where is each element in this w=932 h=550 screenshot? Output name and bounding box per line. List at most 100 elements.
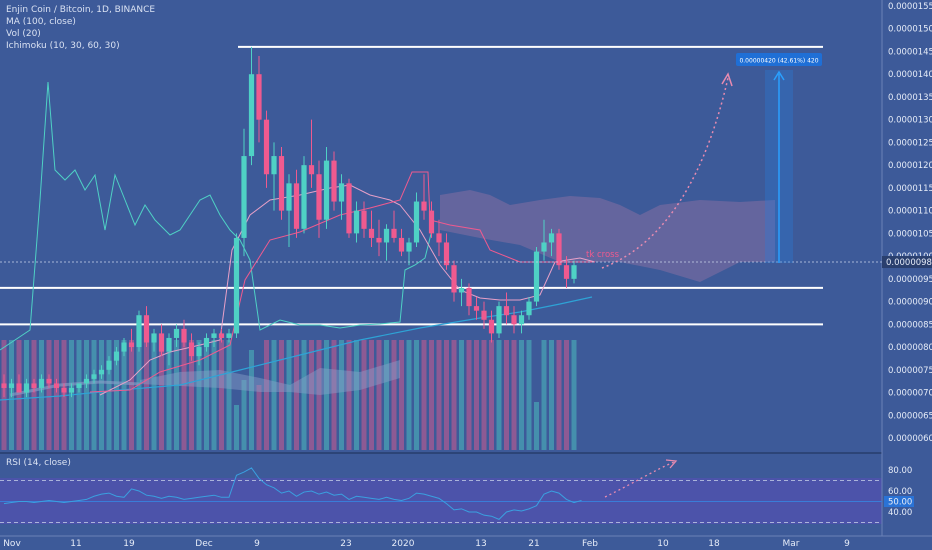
candle-body: [158, 333, 165, 352]
candle-body: [488, 319, 495, 334]
candle-body: [211, 333, 217, 338]
volume-bar: [526, 340, 532, 450]
volume-bar: [204, 340, 209, 450]
candle-body: [526, 301, 532, 316]
volume-bar: [519, 340, 524, 450]
price-pane: [0, 0, 882, 452]
candle-body: [473, 306, 480, 311]
measure-arrow: [773, 70, 785, 81]
volume-bar: [556, 340, 562, 450]
projection-path: [601, 77, 729, 269]
time-tick-label: Dec: [195, 539, 212, 549]
volume-bar: [316, 340, 322, 450]
measure-label-bg: [736, 53, 822, 66]
candle-body: [113, 351, 120, 361]
candle-body: [38, 378, 45, 388]
candle-body: [556, 233, 562, 266]
volume-bar: [211, 340, 217, 450]
candle-body: [218, 333, 225, 338]
candle-body: [248, 74, 255, 157]
volume-bar: [376, 340, 382, 450]
volume-bar: [136, 340, 142, 450]
rsi-projection-arrow: [665, 459, 678, 469]
candle-body: [376, 237, 382, 243]
volume-bars: [1, 340, 577, 450]
volume-bar: [391, 340, 397, 450]
volume-bar: [39, 340, 44, 450]
candle-body: [541, 242, 547, 252]
candle-body: [323, 160, 330, 220]
candle-body: [406, 242, 412, 252]
volume-bar: [159, 340, 164, 450]
volume-bar: [414, 340, 419, 450]
candle-body: [53, 383, 60, 388]
volume-bar: [444, 340, 449, 450]
volume-bar: [271, 340, 277, 450]
candle-body: [136, 315, 142, 348]
volume-bar: [129, 340, 134, 450]
tk-cross-label: tk cross: [586, 250, 620, 260]
volume-bar: [361, 340, 367, 450]
volume-bar: [174, 340, 179, 450]
candle-body: [308, 165, 315, 175]
projection-arrowhead: [721, 72, 733, 87]
candle-body: [353, 210, 360, 234]
current-price-label: 0.00000987: [886, 258, 932, 268]
volume-bar: [369, 340, 374, 450]
candle-body: [466, 287, 472, 307]
candle-body: [83, 378, 90, 384]
candle-body: [23, 383, 30, 393]
candle-body: [413, 201, 420, 243]
time-tick-label: 21: [528, 539, 539, 549]
candle-body: [151, 333, 157, 343]
volume-bar: [354, 340, 359, 450]
time-tick-label: Nov: [3, 539, 21, 549]
volume-bar: [106, 340, 112, 450]
tenkan-line: [99, 184, 596, 396]
chart-legend: Enjin Coin / Bitcoin, 1D, BINANCE MA (10…: [6, 4, 155, 52]
volume-bar: [421, 340, 427, 450]
volume-bar: [474, 340, 479, 450]
volume-bar: [451, 340, 457, 450]
candle-body: [278, 156, 285, 211]
candle-body: [226, 333, 232, 338]
candle-body: [301, 165, 307, 229]
volume-bar: [399, 340, 404, 450]
candle-body: [203, 337, 210, 348]
time-tick-label: 18: [708, 539, 720, 549]
candle-body: [68, 387, 75, 393]
candle-body: [383, 228, 390, 243]
volume-bar: [241, 380, 247, 450]
volume-bar: [226, 340, 232, 450]
candle-body: [61, 387, 67, 393]
candle-body: [391, 228, 397, 238]
volume-bar: [406, 340, 412, 450]
kijun-line: [89, 171, 595, 393]
candle-body: [533, 251, 540, 302]
volume-bar: [256, 385, 262, 450]
volume-bar: [571, 340, 577, 450]
candle-body: [511, 315, 517, 325]
volume-bar: [181, 340, 187, 450]
candle-body: [421, 201, 427, 211]
candle-body: [481, 310, 487, 320]
volume-bar: [564, 340, 569, 450]
rsi-tick-label: 60.00: [888, 487, 912, 497]
volume-bar: [429, 340, 434, 450]
candle-body: [121, 342, 127, 352]
candle-body: [128, 342, 135, 348]
volume-bar: [76, 340, 82, 450]
